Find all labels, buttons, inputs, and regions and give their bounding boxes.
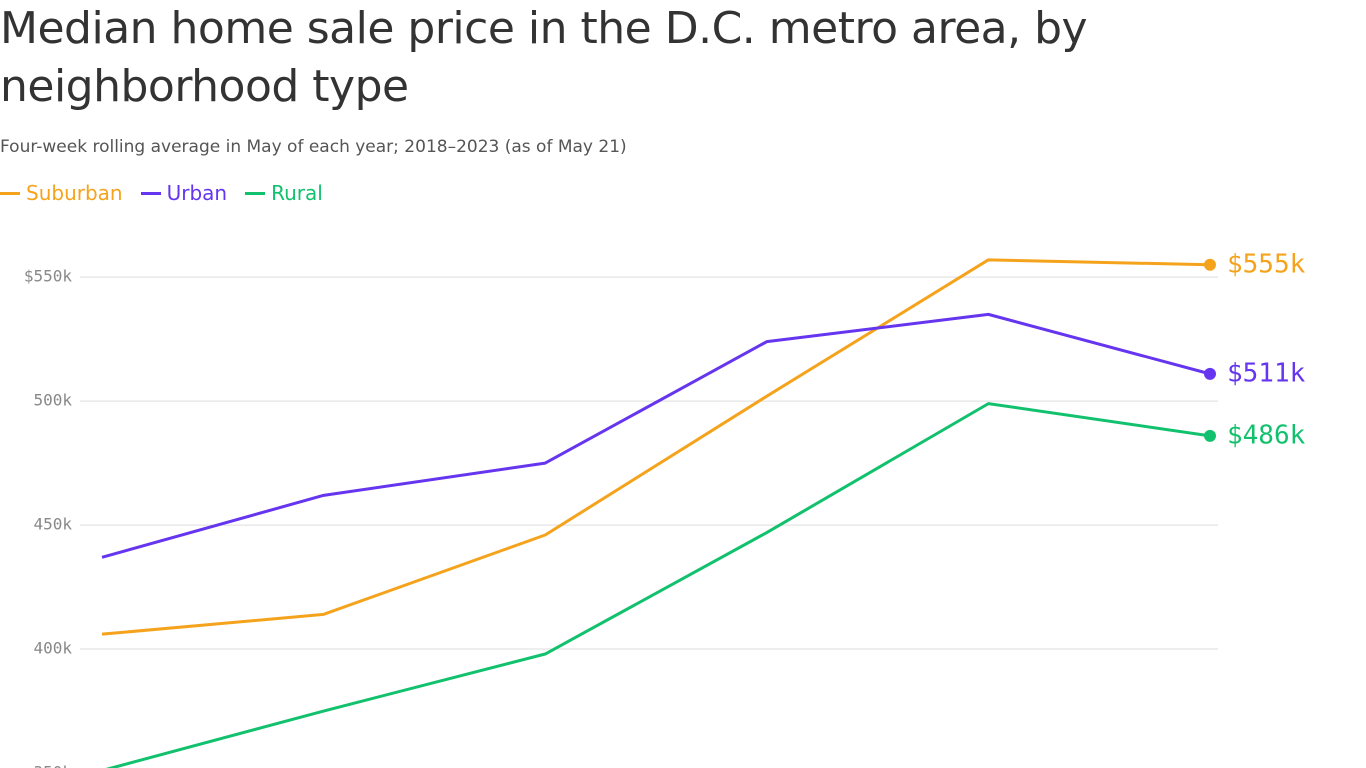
legend-swatch (140, 191, 161, 195)
end-dot (1204, 367, 1216, 380)
y-tick-label: 500k (33, 391, 72, 410)
legend-label: Rural (271, 181, 323, 205)
legend-swatch (245, 191, 266, 195)
y-tick-label: 350k (33, 763, 72, 768)
chart-subtitle: Four-week rolling average in May of each… (0, 137, 627, 157)
series-line (101, 258, 1211, 636)
value-label: $555k (1227, 249, 1306, 279)
legend-item: Urban (140, 181, 228, 205)
legend-swatch (0, 191, 20, 195)
end-dot (1204, 258, 1216, 271)
legend-label: Suburban (26, 181, 123, 205)
y-tick-label: $550k (24, 267, 73, 286)
end-dot (1204, 429, 1216, 442)
legend-item: Suburban (0, 181, 123, 205)
chart-title: Median home sale price in the D.C. metro… (0, 3, 1088, 112)
legend-label: Urban (166, 181, 228, 205)
value-label: $486k (1227, 420, 1306, 450)
legend: Suburban Urban Rural (0, 181, 323, 205)
y-tick-label: 450k (33, 515, 72, 534)
series-line (101, 312, 1211, 559)
series-line (105, 402, 1211, 768)
value-label: $511k (1227, 358, 1306, 388)
legend-item: Rural (245, 181, 323, 205)
y-tick-label: 400k (33, 639, 72, 658)
